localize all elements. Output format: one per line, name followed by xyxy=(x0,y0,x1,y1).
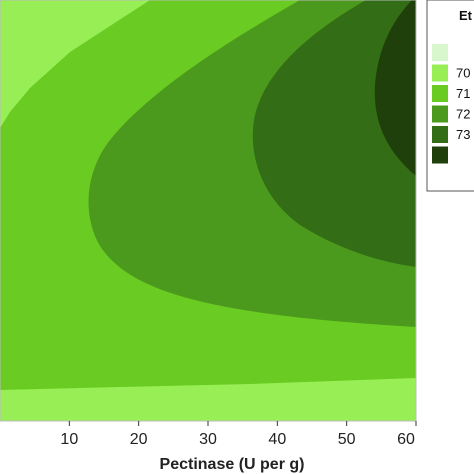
legend-label: 72 xyxy=(456,107,470,122)
legend-swatch xyxy=(432,146,448,164)
legend-title: Et xyxy=(459,8,473,23)
contour-band-highest xyxy=(374,0,416,176)
legend-label: 70 xyxy=(456,66,470,81)
x-tick-label: 60 xyxy=(397,431,415,448)
contour-band-73 xyxy=(252,0,416,267)
x-tick-label: 50 xyxy=(338,431,356,448)
legend-swatch xyxy=(432,64,448,82)
legend: Et 70 71 72 73 xyxy=(426,0,474,192)
x-tick-label: 20 xyxy=(130,431,148,448)
legend-swatch xyxy=(432,85,448,102)
x-tick-label: 30 xyxy=(199,431,217,448)
legend-swatch xyxy=(432,126,448,143)
plot-area xyxy=(0,0,416,421)
legend-swatch xyxy=(432,44,448,61)
legend-label: 73 xyxy=(456,127,470,142)
x-tick-label: 40 xyxy=(268,431,286,448)
x-tick-label: 10 xyxy=(60,431,78,448)
x-axis: 10 20 30 40 50 60 xyxy=(60,421,417,448)
legend-swatch xyxy=(432,105,448,123)
legend-items: 70 71 72 73 xyxy=(432,44,470,164)
x-axis-title: Pectinase (U per g) xyxy=(160,456,305,473)
legend-label: 71 xyxy=(456,86,470,101)
